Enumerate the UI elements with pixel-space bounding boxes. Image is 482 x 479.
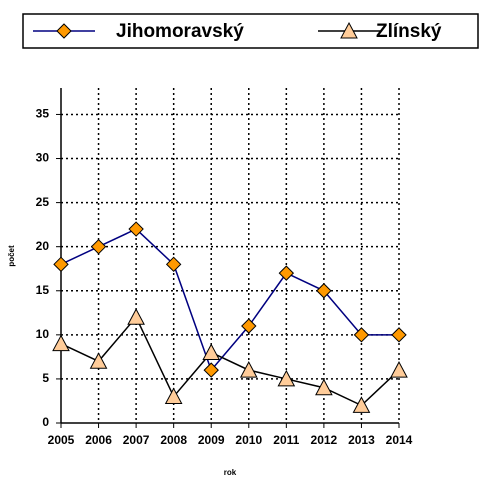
y-tick-label: 20 [36,239,50,253]
marker [239,361,258,378]
marker [164,387,183,405]
marker [340,21,358,39]
x-tick-label: 2006 [85,433,112,447]
y-tick-label: 15 [36,283,50,297]
x-tick-label: 2007 [123,433,150,447]
marker [277,369,296,387]
marker [52,334,70,352]
marker [127,308,145,325]
marker [202,343,221,360]
marker [353,327,370,343]
y-tick-label: 35 [36,107,50,121]
x-tick-label: 2005 [48,433,75,447]
y-tick-label: 10 [36,327,50,341]
marker [315,378,333,396]
legend-label: Zlínský [376,21,442,42]
x-tick-label: 2010 [235,433,262,447]
marker [89,352,108,369]
y-tick-label: 5 [42,371,49,385]
legend-label: Jihomoravský [116,21,244,42]
y-tick-label: 25 [36,195,50,209]
marker [128,221,144,237]
series-line [60,228,399,372]
legend-box [22,13,479,49]
marker [53,256,69,273]
x-tick-label: 2014 [386,433,413,447]
x-tick-label: 2011 [273,433,299,447]
marker [90,238,107,255]
y-tick-label: 0 [42,415,49,429]
x-tick-label: 2012 [311,433,338,447]
x-axis-label: rok [224,468,237,477]
y-tick-label: 30 [36,151,50,165]
marker [56,23,72,39]
marker [352,396,371,413]
series-line [60,315,400,407]
x-tick-label: 2009 [198,433,225,447]
marker [165,256,182,273]
x-tick-label: 2008 [160,433,187,447]
x-tick-label: 2013 [348,433,375,447]
y-axis-label: počet [7,245,16,267]
marker [203,362,219,378]
marker [391,327,407,343]
marker [278,265,295,281]
marker [390,361,408,378]
marker [316,283,332,299]
marker [241,318,257,334]
